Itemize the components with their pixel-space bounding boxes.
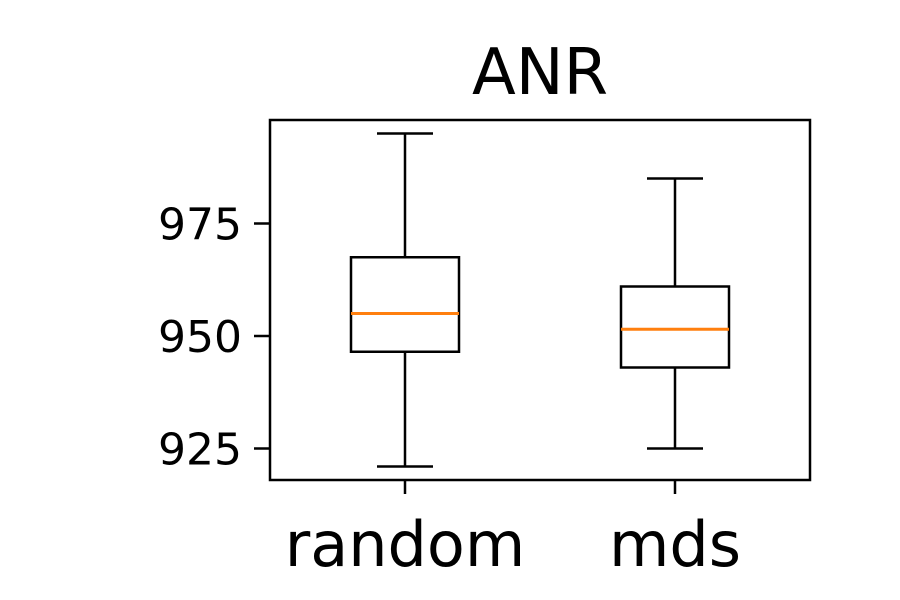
box-random [349, 132, 461, 468]
x-axis: random mds [285, 480, 741, 581]
chart-title: ANR [472, 36, 608, 110]
plot-area-frame [268, 118, 812, 482]
y-tick-label: 925 [158, 425, 242, 476]
x-tick-label: mds [609, 508, 741, 581]
iqr-box [619, 285, 731, 369]
x-tick-label: random [285, 508, 525, 581]
box-series [349, 132, 731, 468]
box-mds [619, 177, 731, 450]
y-tick-label: 950 [158, 312, 242, 363]
y-axis: 925 950 975 [158, 200, 270, 476]
y-tick-label: 975 [158, 200, 242, 251]
iqr-box [349, 256, 461, 353]
